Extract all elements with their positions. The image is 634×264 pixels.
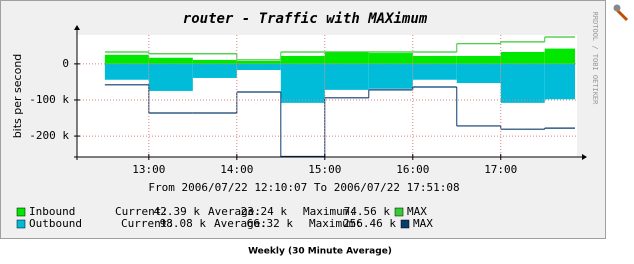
area-step: [192, 63, 237, 78]
legend-stat-value: 66.32 k: [247, 217, 294, 230]
legend-label: MAX: [407, 205, 427, 218]
area-step: [324, 63, 369, 90]
area-step: [104, 63, 149, 80]
area-step: [148, 57, 193, 64]
x-tick-label: 13:00: [132, 163, 165, 176]
credit-text: RRDTOOL / TOBI OETIKER: [591, 12, 599, 106]
legend-stat-value: 23.24 k: [241, 205, 288, 218]
legend-stat-value: 98.08 k: [160, 217, 207, 230]
y-tick-label: 0: [62, 57, 69, 70]
legend-stat-value: 74.56 k: [344, 205, 391, 218]
area-step: [236, 60, 281, 64]
legend-label: MAX: [413, 217, 433, 230]
area-step: [456, 63, 501, 84]
legend-stat-label: Current:: [121, 217, 174, 230]
area-step: [368, 63, 413, 89]
x-tick-label: 15:00: [308, 163, 341, 176]
legend-label: Outbound: [29, 217, 82, 230]
wrench-icon[interactable]: [612, 4, 630, 22]
area-step: [280, 55, 325, 64]
area-step: [412, 63, 457, 80]
legend-swatch: [400, 219, 410, 229]
y-tick-label: -200 k: [29, 129, 69, 142]
y-tick-label: -100 k: [29, 93, 69, 106]
area-step: [500, 63, 545, 103]
y-axis-arrow: [74, 25, 80, 30]
legend-label: Inbound: [29, 205, 75, 218]
chart-title: router - Traffic with MAXimum: [183, 11, 428, 27]
legend-swatch: [16, 207, 26, 217]
area-step: [104, 54, 149, 64]
legend-stat-label: Maximum:: [303, 205, 356, 218]
period-text: From 2006/07/22 12:10:07 To 2006/07/22 1…: [148, 181, 459, 194]
area-step: [192, 59, 237, 64]
legend-stat-label: Current:: [115, 205, 168, 218]
x-tick-label: 14:00: [220, 163, 253, 176]
legend-stat-value: 256.46 k: [343, 217, 396, 230]
legend-swatch: [394, 207, 404, 217]
legend-stat-label: Average:: [208, 205, 261, 218]
y-axis-label: bits per second: [11, 54, 24, 139]
legend-stat-label: Maximum:: [309, 217, 362, 230]
x-axis-arrow: [582, 154, 587, 160]
area-step: [324, 51, 369, 64]
x-tick-label: 17:00: [484, 163, 517, 176]
area-step: [544, 48, 575, 64]
area-step: [500, 51, 545, 64]
area-step: [148, 63, 193, 91]
area-step: [368, 53, 413, 64]
x-tick-label: 16:00: [396, 163, 429, 176]
area-step: [412, 55, 457, 64]
area-step: [280, 63, 325, 103]
area-step: [456, 55, 501, 64]
area-step: [544, 63, 575, 100]
legend-stat-value: 42.39 k: [154, 205, 201, 218]
icon-head[interactable]: [613, 4, 621, 12]
caption: Weekly (30 Minute Average): [248, 247, 392, 257]
area-step: [236, 63, 281, 71]
legend-stat-label: Average:: [214, 217, 267, 230]
legend-swatch: [16, 219, 26, 229]
